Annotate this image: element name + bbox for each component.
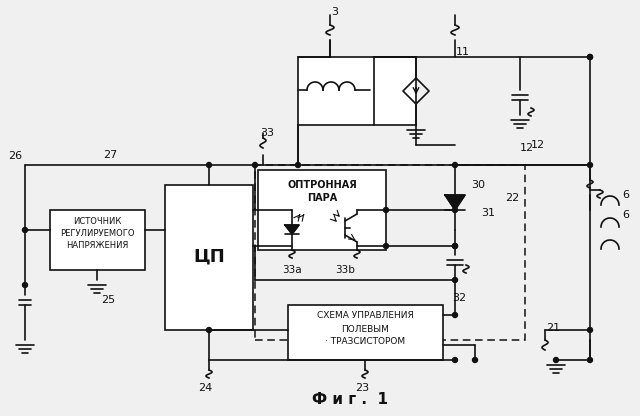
Circle shape [588,54,593,59]
Text: РЕГУЛИРУЕМОГО: РЕГУЛИРУЕМОГО [60,230,134,238]
Text: 11: 11 [456,47,470,57]
Text: НАПРЯЖЕНИЯ: НАПРЯЖЕНИЯ [66,242,128,250]
Circle shape [253,163,257,168]
Circle shape [452,243,458,248]
Text: ЦП: ЦП [193,248,225,266]
Circle shape [207,163,211,168]
Polygon shape [285,225,299,234]
Text: 6: 6 [623,210,630,220]
Text: ПАРА: ПАРА [307,193,337,203]
Text: СХЕМА УПРАВЛЕНИЯ: СХЕМА УПРАВЛЕНИЯ [317,312,413,320]
Circle shape [452,163,458,168]
Text: 30: 30 [471,180,485,190]
Circle shape [452,357,458,362]
Bar [288,305,443,360]
Text: 12: 12 [520,143,534,153]
Circle shape [207,327,211,332]
Circle shape [22,228,28,233]
Text: 3: 3 [332,7,339,17]
Circle shape [588,357,593,362]
Circle shape [383,208,388,213]
Text: 22: 22 [505,193,519,203]
Bar [165,185,253,330]
Bar [258,170,386,250]
Text: 6: 6 [623,190,630,200]
Text: 24: 24 [198,383,212,393]
Circle shape [472,357,477,362]
Circle shape [383,243,388,248]
Text: ОПТРОННАЯ: ОПТРОННАЯ [287,180,357,190]
Bar [50,210,145,270]
Circle shape [452,312,458,317]
Bar [298,57,416,125]
Text: ПОЛЕВЫМ: ПОЛЕВЫМ [341,324,389,334]
Text: 33: 33 [260,128,274,138]
Text: 25: 25 [101,295,115,305]
Text: 31: 31 [481,208,495,218]
Circle shape [296,163,301,168]
Circle shape [554,357,559,362]
Text: 27: 27 [103,150,117,160]
Bar [255,165,525,340]
Circle shape [588,54,593,59]
Polygon shape [445,195,465,210]
Circle shape [452,243,458,248]
Text: 12: 12 [531,140,545,150]
Circle shape [588,163,593,168]
Text: 32: 32 [452,293,466,303]
Circle shape [452,208,458,213]
Text: 21: 21 [546,323,560,333]
Text: 33b: 33b [335,265,355,275]
Circle shape [22,282,28,287]
Circle shape [452,277,458,282]
Text: 23: 23 [355,383,369,393]
Text: 26: 26 [8,151,22,161]
Text: · ТРАЗСИСТОРОМ: · ТРАЗСИСТОРОМ [325,337,405,347]
Text: Ф и г .  1: Ф и г . 1 [312,393,388,408]
Text: 33a: 33a [282,265,302,275]
Text: ИСТОЧНИК: ИСТОЧНИК [73,218,121,226]
Circle shape [588,327,593,332]
